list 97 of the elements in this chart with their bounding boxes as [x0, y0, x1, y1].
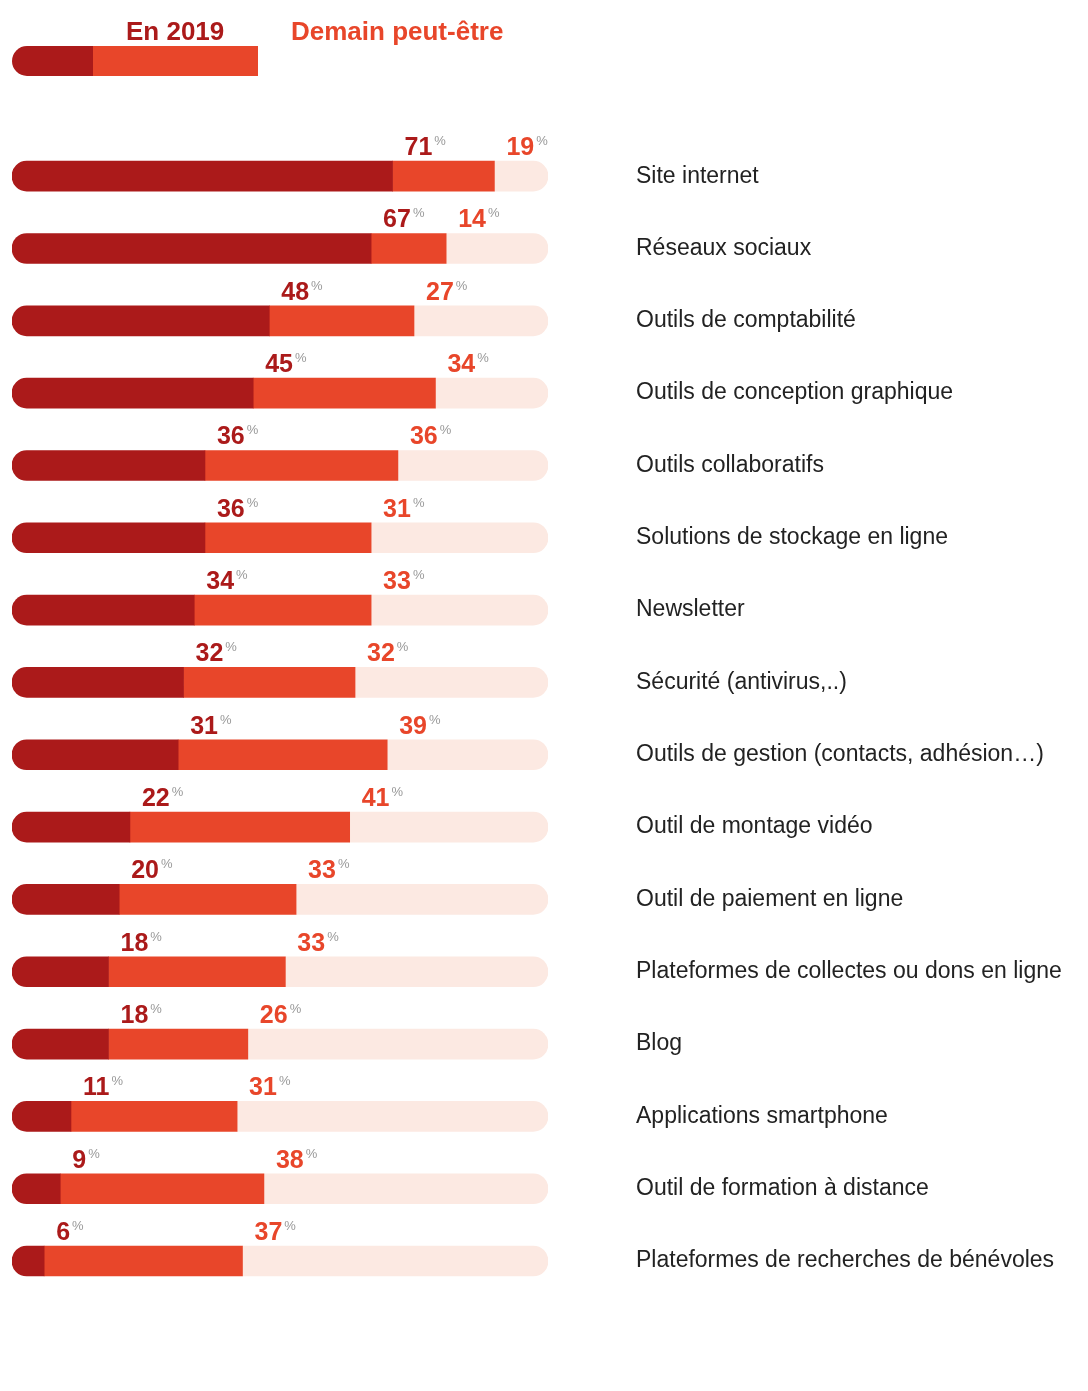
bar: [397, 450, 548, 481]
data-label: 6%: [56, 1217, 85, 1246]
y-tick-label: Sécurité (antivirus,..): [636, 667, 847, 694]
bar: [445, 233, 548, 264]
y-tick-label: Plateformes de collectes ou dons en ligne: [636, 957, 1062, 984]
bar: [413, 305, 548, 337]
data-label: 36%: [409, 421, 452, 450]
data-label: 31%: [249, 1072, 291, 1101]
y-tick-label: Newsletter: [636, 595, 745, 622]
data-label: 14%: [458, 204, 500, 233]
data-label: 39%: [399, 710, 442, 739]
y-tick-label: Réseaux sociaux: [636, 233, 812, 260]
bar: [204, 450, 399, 481]
data-label: 18%: [120, 927, 163, 956]
bar: [349, 811, 548, 843]
y-tick-label: Outils collaboratifs: [636, 450, 824, 477]
y-tick-label: Plateformes de recherches de bénévoles: [636, 1246, 1055, 1273]
bar: [12, 522, 206, 554]
y-tick-label: Applications smartphone: [636, 1101, 888, 1128]
data-label: 18%: [120, 1000, 163, 1029]
bar: [392, 160, 495, 192]
y-tick-label: Outils de conception graphique: [636, 378, 954, 405]
y-tick-label: Outil de formation à distance: [636, 1174, 929, 1201]
bar: [183, 667, 356, 698]
bar: [12, 160, 393, 192]
text: En 2019: [126, 16, 225, 47]
y-tick-label: Site internet: [636, 161, 760, 188]
bar: [354, 667, 548, 698]
bar: [108, 956, 286, 988]
data-label: 9%: [72, 1144, 101, 1173]
y-tick-label: Outils de comptabilité: [636, 306, 856, 333]
bar: [12, 305, 270, 337]
data-label: 20%: [131, 855, 174, 884]
data-label: 32%: [195, 638, 238, 667]
data-label: 34%: [206, 566, 249, 595]
bar: [12, 739, 179, 771]
bar: [263, 1173, 548, 1205]
bar: [12, 233, 372, 264]
data-label: 41%: [361, 783, 404, 812]
bar: [252, 377, 436, 409]
data-label: 48%: [281, 276, 324, 305]
bar: [370, 522, 548, 554]
data-label: 33%: [383, 566, 425, 595]
data-label: 38%: [275, 1144, 318, 1173]
bar: [108, 1028, 249, 1060]
y-tick-label: Outils de gestion (contacts, adhésion…): [636, 740, 1044, 767]
bar: [386, 739, 548, 771]
bar: [12, 667, 184, 698]
bar: [435, 377, 548, 409]
y-tick-label: Blog: [636, 1029, 683, 1056]
bar: [12, 1173, 61, 1205]
data-label: 32%: [367, 638, 409, 667]
data-label: 34%: [447, 349, 490, 378]
bar: [370, 594, 548, 626]
data-label: 36%: [216, 493, 259, 522]
bar: [494, 160, 548, 192]
data-label: 26%: [259, 1000, 302, 1029]
bar: [193, 594, 372, 626]
y-tick-label: Outil de montage vidéo: [636, 812, 873, 839]
bar: [236, 1101, 548, 1132]
bar: [285, 956, 548, 988]
bar: [12, 450, 206, 481]
data-label: 19%: [506, 132, 549, 161]
bar: [12, 1101, 72, 1132]
data-label: 33%: [308, 855, 350, 884]
bar: [12, 884, 120, 915]
data-label: 27%: [426, 276, 468, 305]
bar: [204, 522, 372, 554]
bar: [12, 956, 109, 988]
y-tick-label: Solutions de stockage en ligne: [636, 523, 948, 550]
bar: [242, 1245, 548, 1277]
bar: [268, 305, 415, 337]
data-label: 33%: [297, 927, 340, 956]
bar: [12, 594, 195, 626]
data-label: 67%: [383, 204, 425, 233]
bar: [59, 1173, 265, 1205]
bar: [247, 1028, 548, 1060]
y-tick-label: Outil de paiement en ligne: [636, 884, 904, 911]
bar: [118, 884, 297, 915]
bar: [12, 811, 131, 843]
data-label: 45%: [265, 349, 308, 378]
bar: [12, 1028, 109, 1060]
bar: [43, 1245, 243, 1277]
bar: [12, 377, 254, 409]
bar: [129, 811, 351, 843]
bar: [177, 739, 388, 771]
data-label: 31%: [190, 710, 232, 739]
data-label: 31%: [383, 493, 425, 522]
data-label: 22%: [141, 783, 184, 812]
data-label: 36%: [216, 421, 259, 450]
bar: [370, 233, 447, 264]
bar: [295, 884, 548, 915]
data-label: 71%: [404, 132, 447, 161]
data-label: 11%: [82, 1072, 124, 1101]
text: Demain peut-être: [291, 16, 504, 47]
data-label: 37%: [254, 1217, 297, 1246]
bar: [70, 1101, 238, 1132]
